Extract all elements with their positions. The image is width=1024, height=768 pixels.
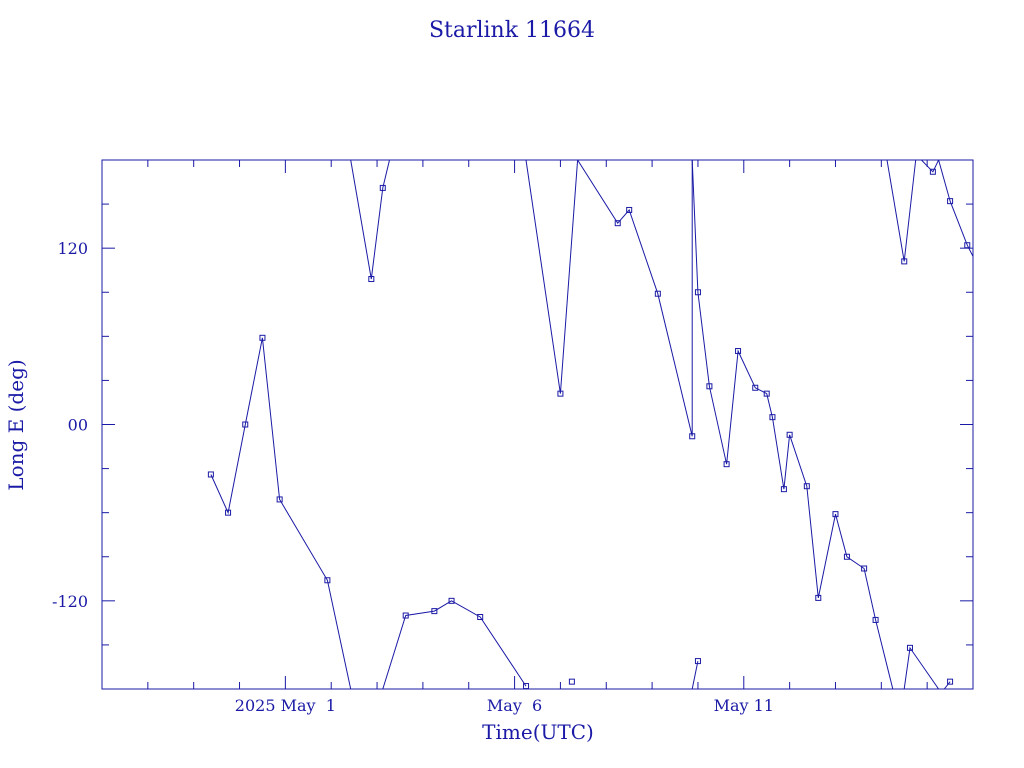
y-tick-label: 00 bbox=[68, 416, 88, 435]
data-point bbox=[947, 678, 954, 685]
series-line bbox=[903, 646, 940, 689]
data-point bbox=[861, 565, 868, 572]
x-axis-label: Time(UTC) bbox=[482, 720, 594, 744]
data-point bbox=[242, 421, 249, 428]
data-point bbox=[964, 242, 971, 249]
chart-title: Starlink 11664 bbox=[429, 18, 595, 43]
series-line bbox=[525, 160, 579, 394]
data-point bbox=[225, 509, 232, 516]
series-line bbox=[691, 160, 894, 689]
x-tick-label: May 11 bbox=[714, 696, 774, 715]
data-point bbox=[324, 577, 331, 584]
data-point bbox=[379, 184, 386, 191]
series-line bbox=[350, 160, 390, 280]
data-point bbox=[832, 511, 839, 518]
series-line bbox=[886, 160, 973, 262]
data-point bbox=[689, 433, 696, 440]
data-point bbox=[815, 594, 822, 601]
data-point bbox=[752, 384, 759, 391]
data-point bbox=[723, 461, 730, 468]
data-point bbox=[654, 290, 661, 297]
y-axis: -120 00 120 bbox=[52, 159, 973, 690]
x-axis: 2025 May 1 May 6 May 11 bbox=[147, 160, 928, 715]
data-point bbox=[477, 613, 484, 620]
data-point bbox=[276, 496, 283, 503]
data-point bbox=[780, 486, 787, 493]
data-point bbox=[786, 431, 793, 438]
data-point bbox=[557, 390, 564, 397]
data-point bbox=[614, 220, 621, 227]
data-point bbox=[843, 553, 850, 560]
x-tick-label: 2025 May 1 bbox=[235, 696, 336, 715]
data-point bbox=[929, 168, 936, 175]
series-line bbox=[943, 681, 951, 689]
data-point bbox=[694, 658, 701, 665]
data-point bbox=[259, 334, 266, 341]
data-point bbox=[368, 276, 375, 283]
series-line bbox=[210, 337, 352, 689]
data-point bbox=[402, 612, 409, 619]
data-point bbox=[803, 483, 810, 490]
data-point bbox=[207, 471, 214, 478]
data-point bbox=[947, 198, 954, 205]
series-line bbox=[577, 160, 693, 437]
y-tick-label: -120 bbox=[52, 592, 88, 611]
data-point bbox=[568, 678, 575, 685]
data-point bbox=[769, 414, 776, 421]
data-point bbox=[706, 383, 713, 390]
data-point bbox=[448, 597, 455, 604]
data-point bbox=[872, 616, 879, 623]
data-point bbox=[901, 258, 908, 265]
data-point bbox=[626, 206, 633, 213]
x-tick-label: May 6 bbox=[487, 696, 542, 715]
data-point bbox=[523, 683, 530, 689]
y-axis-label: Long E (deg) bbox=[4, 359, 28, 490]
data-point bbox=[982, 277, 987, 282]
series-line bbox=[691, 660, 699, 689]
data-point bbox=[735, 348, 742, 355]
y-tick-label: 120 bbox=[57, 239, 88, 258]
data-point bbox=[763, 390, 770, 397]
data-series bbox=[207, 160, 987, 689]
series-line bbox=[382, 600, 527, 689]
data-point bbox=[431, 608, 438, 615]
data-point bbox=[694, 289, 701, 296]
data-point bbox=[906, 644, 913, 651]
